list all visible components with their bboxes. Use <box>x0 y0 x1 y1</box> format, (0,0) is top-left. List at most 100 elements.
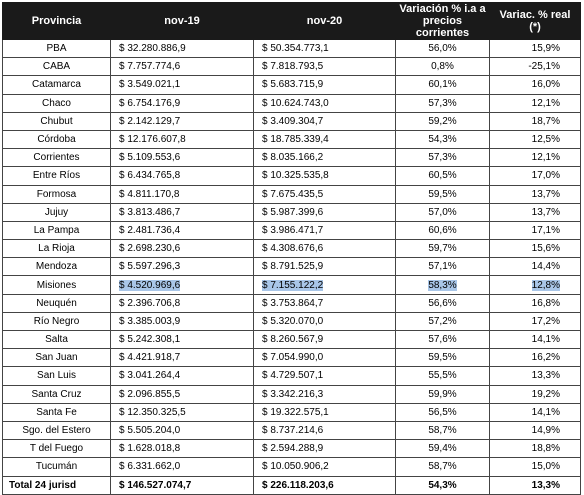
cell-variacion: 59,5% <box>395 184 490 204</box>
cell-nov-19: $ 5.505.204,0 <box>110 420 254 441</box>
cell-nov-20: $ 8.737.214,6 <box>253 420 396 441</box>
cell-nov-19: $ 3.385.003,9 <box>110 311 254 332</box>
cell-nov-19: $ 6.754.176,9 <box>110 93 254 113</box>
cell-variac-real: 14,1% <box>489 402 581 422</box>
table-row: PBA $ 32.280.886,9 $ 50.354.773,1 56,0% 15,9… <box>2 38 581 59</box>
cell-variac-real: 15,6% <box>489 239 581 259</box>
cell-variacion: 59,2% <box>395 111 490 131</box>
table-row: Entre Ríos $ 6.434.765,8 $ 10.325.535,8 60,… <box>2 166 581 186</box>
table-row: Santa Cruz $ 2.096.855,5 $ 3.342.216,3 59,9… <box>2 384 581 404</box>
cell-variacion: 60,5% <box>395 166 490 186</box>
cell-provincia: Neuquén <box>2 293 111 313</box>
cell-nov-19: $ 5.242.308,1 <box>110 329 254 350</box>
highlighted-text: $ 7.155.122,2 <box>262 279 324 291</box>
cell-nov-20: $ 8.035.166,2 <box>253 148 396 168</box>
cell-nov-20: $ 10.624.743,0 <box>253 93 396 113</box>
cell-nov-19: $ 2.396.706,8 <box>110 293 254 313</box>
cell-variacion: 59,7% <box>395 239 490 259</box>
cell-variacion: 56,6% <box>395 293 490 313</box>
cell-variac-real: 16,0% <box>489 75 581 95</box>
cell-nov-19: $ 3.041.264,4 <box>110 366 254 386</box>
cell-variacion: 57,3% <box>395 148 490 168</box>
cell-nov-19: $ 2.698.230,6 <box>110 239 254 259</box>
header-row: Provincia nov-19 nov-20 Variación % i.a … <box>2 2 581 40</box>
cell-provincia: Jujuy <box>2 202 111 222</box>
cell-nov-19: $ 7.757.774,6 <box>110 57 254 77</box>
cell-nov-20: $ 7.675.435,5 <box>253 184 396 204</box>
cell-nov-19: $ 1.628.018,8 <box>110 439 254 459</box>
total-variacion: 54,3% <box>395 475 490 495</box>
table-row: La Rioja $ 2.698.230,6 $ 4.308.676,6 59,7% 1… <box>2 239 581 259</box>
table-row: Neuquén $ 2.396.706,8 $ 3.753.864,7 56,6% 16… <box>2 293 581 313</box>
cell-variac-real: 12,5% <box>489 129 581 150</box>
cell-nov-19: $ 6.434.765,8 <box>110 166 254 186</box>
total-variac-real: 13,3% <box>489 475 581 495</box>
cell-variacion: 57,2% <box>395 311 490 332</box>
cell-nov-20: $ 5.683.715,9 <box>253 75 396 95</box>
cell-variacion: 60,6% <box>395 220 490 241</box>
cell-variac-real: 12,8% <box>489 275 581 295</box>
cell-provincia: Catamarca <box>2 75 111 95</box>
cell-nov-20: $ 7.818.793,5 <box>253 57 396 77</box>
table-row: Corrientes $ 5.109.553,6 $ 8.035.166,2 57,3… <box>2 148 581 168</box>
cell-variacion: 59,5% <box>395 348 490 368</box>
cell-variac-real: 13,7% <box>489 184 581 204</box>
cell-variac-real: 18,7% <box>489 111 581 131</box>
cell-variacion: 57,1% <box>395 257 490 277</box>
cell-nov-19: $ 12.176.607,8 <box>110 129 254 150</box>
cell-nov-19: $ 5.109.553,6 <box>110 148 254 168</box>
total-nov-20: $ 226.118.203,6 <box>253 475 396 495</box>
cell-nov-19: $ 12.350.325,5 <box>110 402 254 422</box>
cell-provincia: Sgo. del Estero <box>2 420 111 441</box>
cell-nov-20: $ 7.155.122,2 <box>253 275 396 295</box>
cell-nov-20: $ 8.791.525,9 <box>253 257 396 277</box>
cell-nov-20: $ 3.986.471,7 <box>253 220 396 241</box>
cell-provincia: San Luis <box>2 366 111 386</box>
table-row: Catamarca $ 3.549.021,1 $ 5.683.715,9 60,1%… <box>2 75 581 95</box>
header-variac-real: Variac. % real (*) <box>489 2 581 40</box>
cell-provincia: San Juan <box>2 348 111 368</box>
table-row: Mendoza $ 5.597.296,3 $ 8.791.525,9 57,1% 14… <box>2 257 581 277</box>
cell-nov-19: $ 5.597.296,3 <box>110 257 254 277</box>
cell-variac-real: 17,1% <box>489 220 581 241</box>
cell-variac-real: 12,1% <box>489 93 581 113</box>
cell-provincia: Corrientes <box>2 148 111 168</box>
cell-variacion: 59,9% <box>395 384 490 404</box>
cell-variac-real: 13,3% <box>489 366 581 386</box>
cell-provincia: Chubut <box>2 111 111 131</box>
cell-variac-real: 14,9% <box>489 420 581 441</box>
cell-provincia: Tucumán <box>2 457 111 477</box>
cell-variacion: 57,6% <box>395 329 490 350</box>
cell-variacion: 58,3% <box>395 275 490 295</box>
cell-provincia: Salta <box>2 329 111 350</box>
cell-variacion: 58,7% <box>395 420 490 441</box>
cell-variacion: 58,7% <box>395 457 490 477</box>
cell-nov-19: $ 2.096.855,5 <box>110 384 254 404</box>
table-row: Río Negro $ 3.385.003,9 $ 5.320.070,0 57,2%… <box>2 311 581 332</box>
cell-variacion: 55,5% <box>395 366 490 386</box>
table-row: Córdoba $ 12.176.607,8 $ 18.785.339,4 54,3%… <box>2 129 581 150</box>
cell-variac-real: 19,2% <box>489 384 581 404</box>
cell-nov-20: $ 50.354.773,1 <box>253 38 396 59</box>
table-row: T del Fuego $ 1.628.018,8 $ 2.594.288,9 59,… <box>2 439 581 459</box>
table-row: San Juan $ 4.421.918,7 $ 7.054.990,0 59,5% 1… <box>2 348 581 368</box>
highlighted-text: 58,3% <box>428 279 457 291</box>
cell-provincia: Santa Fe <box>2 402 111 422</box>
cell-nov-19: $ 2.142.129,7 <box>110 111 254 131</box>
cell-variacion: 57,0% <box>395 202 490 222</box>
cell-variac-real: 16,8% <box>489 293 581 313</box>
cell-nov-19: $ 32.280.886,9 <box>110 38 254 59</box>
cell-nov-20: $ 18.785.339,4 <box>253 129 396 150</box>
cell-provincia: Río Negro <box>2 311 111 332</box>
highlighted-text: Misiones <box>36 279 77 291</box>
cell-nov-20: $ 4.308.676,6 <box>253 239 396 259</box>
cell-variac-real: 13,7% <box>489 202 581 222</box>
cell-nov-20: $ 19.322.575,1 <box>253 402 396 422</box>
cell-nov-19: $ 6.331.662,0 <box>110 457 254 477</box>
cell-variacion: 56,5% <box>395 402 490 422</box>
cell-variac-real: 12,1% <box>489 148 581 168</box>
cell-provincia: Santa Cruz <box>2 384 111 404</box>
table-row: Chaco $ 6.754.176,9 $ 10.624.743,0 57,3% 12,… <box>2 93 581 113</box>
cell-nov-20: $ 3.409.304,7 <box>253 111 396 131</box>
cell-nov-20: $ 3.342.216,3 <box>253 384 396 404</box>
